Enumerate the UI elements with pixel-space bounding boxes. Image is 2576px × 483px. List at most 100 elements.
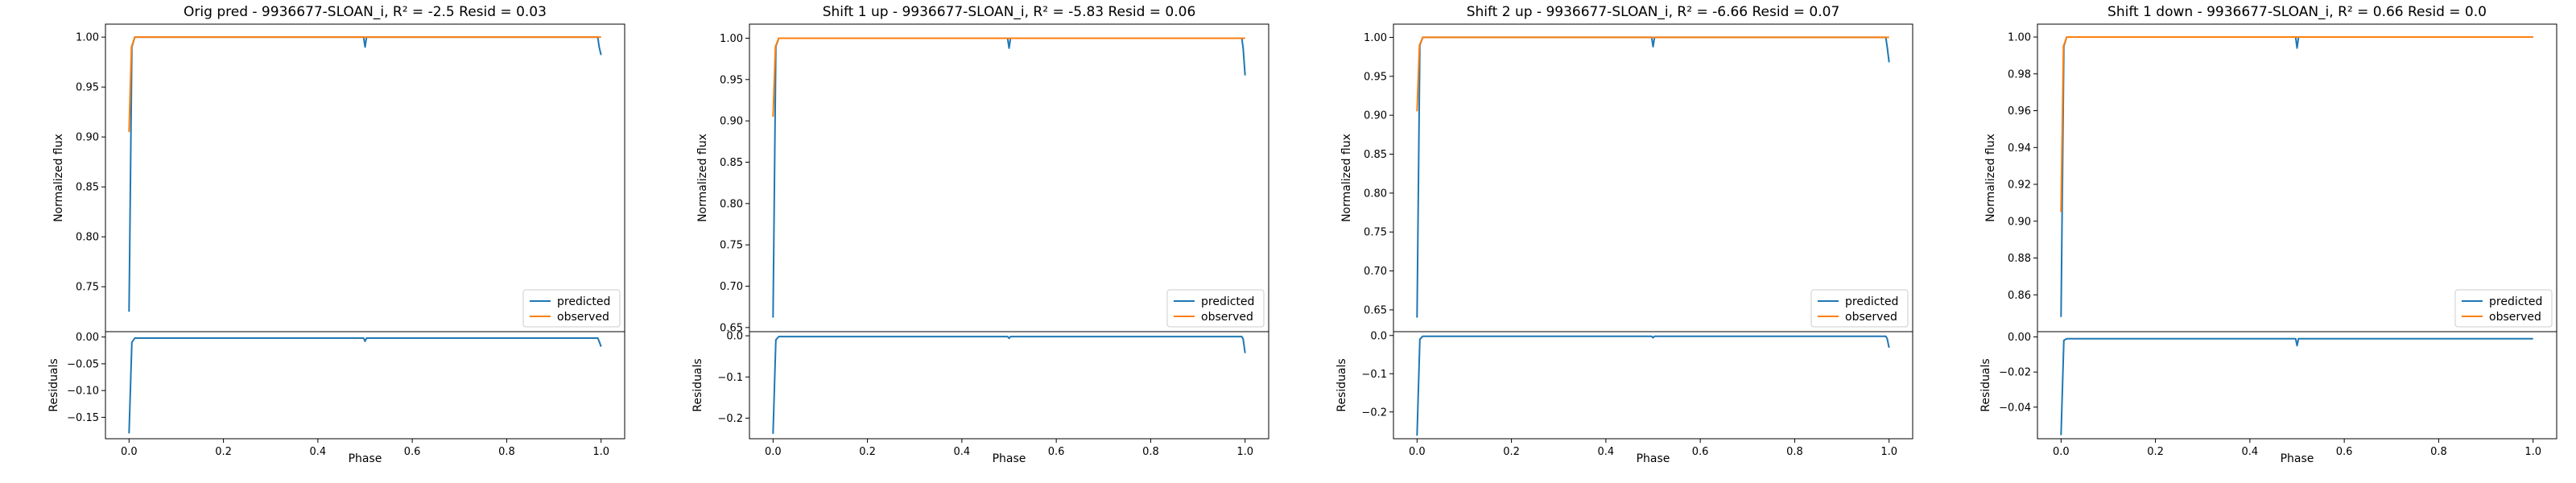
y-tick-label: 0.00 <box>2008 332 2031 344</box>
y-tick-label: 1.00 <box>2008 32 2031 44</box>
x-axis-label: Phase <box>993 452 1026 465</box>
x-tick-label: 0.4 <box>310 446 327 458</box>
y-tick-label: −0.04 <box>1999 402 2031 414</box>
x-tick-label: 0.4 <box>2242 446 2259 458</box>
x-axis-label: Phase <box>2281 452 2314 465</box>
x-tick-label: 0.2 <box>1503 446 1520 458</box>
x-tick-label: 0.0 <box>1409 446 1426 458</box>
x-tick-label: 0.2 <box>2147 446 2164 458</box>
legend: predicted observed <box>1810 289 1909 328</box>
y-tick-label: 0.95 <box>76 82 99 94</box>
series-line-observed <box>2060 36 2533 213</box>
legend-box <box>2454 289 2553 328</box>
y-axis-label-top: Normalized flux <box>1340 134 1353 222</box>
legend-label-observed: observed <box>1201 311 1253 324</box>
legend-box <box>1166 289 1265 328</box>
chart-title: Orig pred - 9936677-SLOAN_i, R² = -2.5 R… <box>184 4 547 20</box>
y-tick-label: −0.2 <box>1361 407 1387 419</box>
y-tick-label: −0.1 <box>1361 369 1387 381</box>
x-tick-label: 0.8 <box>2430 446 2447 458</box>
y-tick-label: −0.15 <box>67 412 99 424</box>
y-tick-label: 0.85 <box>76 182 99 194</box>
legend-box <box>1810 289 1909 328</box>
series-line-observed <box>128 36 601 132</box>
y-axis-label-bottom: Residuals <box>1335 358 1348 411</box>
legend-label-predicted: predicted <box>2489 295 2542 308</box>
series-line-predicted <box>772 37 1246 318</box>
legend-label-predicted: predicted <box>557 295 610 308</box>
x-tick-label: 0.6 <box>2336 446 2353 458</box>
x-tick-label: 0.6 <box>404 446 421 458</box>
y-tick-label: −0.02 <box>1999 367 2031 379</box>
y-tick-label: −0.05 <box>67 358 99 370</box>
legend-label-predicted: predicted <box>1201 295 1254 308</box>
y-axis-label-top: Normalized flux <box>696 134 709 222</box>
series-line-residuals <box>1416 335 1890 436</box>
x-tick-label: 1.0 <box>2524 446 2541 458</box>
x-tick-label: 0.8 <box>1142 446 1159 458</box>
y-tick-label: 0.90 <box>2008 216 2031 228</box>
y-tick-label: 0.95 <box>1364 71 1387 83</box>
legend-label-observed: observed <box>2489 311 2541 324</box>
x-tick-label: 1.0 <box>1236 446 1253 458</box>
legend-label-observed: observed <box>1845 311 1897 324</box>
subplot-4: Shift 1 down - 9936677-SLOAN_i, R² = 0.6… <box>1979 4 2557 465</box>
x-tick-label: 0.0 <box>2053 446 2070 458</box>
subplot-1: Orig pred - 9936677-SLOAN_i, R² = -2.5 R… <box>47 4 625 465</box>
y-tick-label: 0.92 <box>2008 180 2031 192</box>
chart-title: Shift 1 down - 9936677-SLOAN_i, R² = 0.6… <box>2107 4 2487 20</box>
series-line-predicted <box>128 36 602 312</box>
y-tick-label: 0.90 <box>76 132 99 144</box>
x-tick-label: 1.0 <box>592 446 609 458</box>
legend-box <box>522 289 621 328</box>
series-line-residuals <box>772 336 1246 434</box>
y-tick-label: 0.65 <box>720 322 743 334</box>
series-line-predicted <box>2060 36 2533 317</box>
y-tick-label: 0.80 <box>1364 188 1387 200</box>
y-tick-label: 0.0 <box>1370 330 1387 342</box>
chart-title: Shift 1 up - 9936677-SLOAN_i, R² = -5.83… <box>823 4 1196 20</box>
x-tick-label: 0.4 <box>1598 446 1615 458</box>
legend: predicted observed <box>1166 289 1265 328</box>
y-tick-label: 0.75 <box>76 282 99 294</box>
x-tick-label: 0.2 <box>859 446 876 458</box>
top-axes-frame <box>1393 23 1913 332</box>
y-axis-label-bottom: Residuals <box>691 358 704 411</box>
top-axes-frame <box>105 23 625 332</box>
y-tick-label: 0.90 <box>1364 110 1387 122</box>
y-tick-label: 0.96 <box>2008 105 2031 118</box>
y-tick-label: 0.85 <box>720 157 743 169</box>
x-tick-label: 0.8 <box>498 446 515 458</box>
series-line-observed <box>1416 36 1889 112</box>
y-tick-label: 1.00 <box>1364 32 1387 44</box>
series-line-observed <box>772 37 1245 118</box>
x-tick-label: 0.6 <box>1692 446 1709 458</box>
y-tick-label: 0.0 <box>726 331 743 343</box>
series-line-residuals <box>2060 337 2533 436</box>
y-tick-label: 0.80 <box>720 198 743 210</box>
y-tick-label: −0.10 <box>67 386 99 398</box>
top-axes-frame <box>2037 23 2557 332</box>
y-tick-label: 0.70 <box>1364 266 1387 278</box>
legend-label-predicted: predicted <box>1845 295 1898 308</box>
y-tick-label: 0.65 <box>1364 304 1387 316</box>
x-axis-label: Phase <box>1637 452 1670 465</box>
y-tick-label: 0.70 <box>720 281 743 293</box>
bottom-axes-frame <box>105 331 625 440</box>
y-tick-label: 0.75 <box>720 240 743 252</box>
y-tick-label: −0.1 <box>717 372 743 384</box>
subplot-3: Shift 2 up - 9936677-SLOAN_i, R² = -6.66… <box>1335 4 1913 465</box>
top-axes-frame <box>749 23 1269 332</box>
y-tick-label: 0.86 <box>2008 290 2031 302</box>
y-axis-label-bottom: Residuals <box>1979 358 1992 411</box>
x-tick-label: 0.2 <box>215 446 232 458</box>
y-tick-label: 0.80 <box>76 232 99 244</box>
y-axis-label-top: Normalized flux <box>52 134 65 222</box>
bottom-axes-frame <box>749 331 1269 440</box>
y-tick-label: 0.90 <box>720 116 743 128</box>
y-tick-label: 0.75 <box>1364 227 1387 239</box>
x-tick-label: 0.0 <box>121 446 138 458</box>
legend: predicted observed <box>2454 289 2553 328</box>
y-tick-label: 0.98 <box>2008 68 2031 80</box>
